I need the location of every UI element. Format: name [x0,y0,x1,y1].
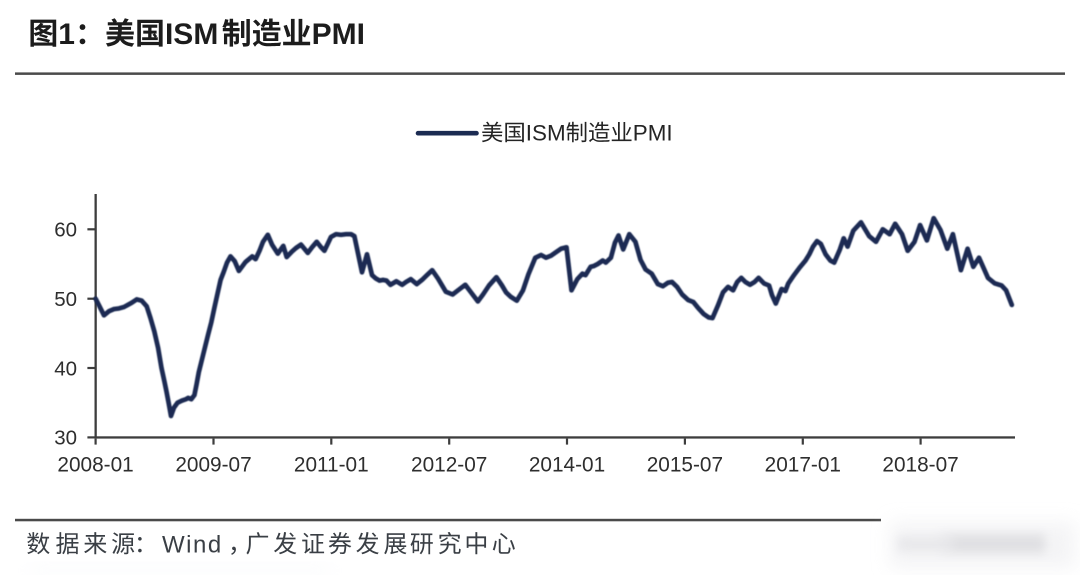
svg-text:ISM: ISM [526,121,566,146]
svg-text:2017-01: 2017-01 [765,454,841,477]
svg-text:PMI: PMI [633,121,673,146]
svg-text:2012-07: 2012-07 [411,454,487,477]
svg-text:2014-01: 2014-01 [529,454,605,477]
svg-text:30: 30 [54,427,77,450]
svg-text:2018-07: 2018-07 [882,454,958,477]
svg-text:40: 40 [54,358,77,381]
svg-text:2008-01: 2008-01 [57,454,133,477]
svg-text:ISM: ISM [165,18,218,51]
svg-text:Wind: Wind [162,531,223,558]
svg-text:50: 50 [54,288,77,311]
svg-text:2015-07: 2015-07 [647,454,723,477]
svg-text:60: 60 [54,219,77,242]
svg-text:2009-07: 2009-07 [175,454,251,477]
svg-text:2011-01: 2011-01 [294,454,369,477]
svg-text:PMI: PMI [312,18,365,51]
svg-text:1: 1 [58,18,75,51]
